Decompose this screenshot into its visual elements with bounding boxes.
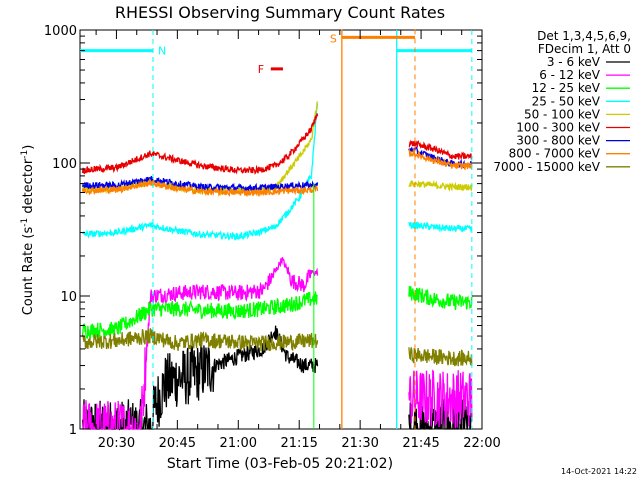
y-tick-label: 1 [69,423,77,438]
timestamp: 14-Oct-2021 14:22 [561,467,637,476]
saa-label: S [330,32,337,45]
y-axis-label: Count Rate (s-1 detector-1) [20,145,36,316]
series-line-7000to15000kev-seg2 [408,347,473,367]
legend-header-line2: FDecim 1, Att 0 [538,42,631,56]
series-line-50to100kev-seg1 [81,101,319,197]
x-tick-label: 21:15 [280,436,317,451]
chart-title: RHESSI Observing Summary Count Rates [115,3,445,22]
series-line-800to7000kev-seg2 [408,148,473,171]
legend-label-800to7000kev: 800 - 7000 keV [509,147,601,161]
series-line-6to12kev-seg2 [408,369,473,429]
series-line-7000to15000kev-seg1 [81,328,319,352]
series-line-12to25kev-seg1 [81,291,318,339]
x-tick-label: 22:00 [463,436,500,451]
x-tick-label: 20:30 [98,436,135,451]
series-line-25to50kev-seg2 [408,221,473,233]
series-line-12to25kev-seg2 [408,286,473,311]
legend-label-50to100kev: 50 - 100 keV [524,107,601,121]
series-line-25to50kev-seg1 [82,103,319,241]
legend-label-7000to15000kev: 7000 - 15000 keV [493,160,600,174]
y-axis-label-sup2: -1 [20,150,30,159]
legend-label-300to800kev: 300 - 800 keV [516,134,600,148]
x-axis-label: Start Time (03-Feb-05 20:21:02) [167,456,393,472]
series-line-100to300kev-seg2 [408,139,473,161]
series-line-6to12kev-seg1 [82,257,319,430]
x-tick-label: 21:30 [341,436,378,451]
y-axis-label-part2: detector [21,158,36,218]
series-line-50to100kev-seg2 [408,180,473,192]
y-tick-label: 100 [52,157,77,172]
y-tick-label: 1000 [44,24,77,39]
legend-label-6to12kev: 6 - 12 keV [539,68,601,82]
night-label: N [158,45,166,58]
x-tick-label: 21:45 [402,436,439,451]
legend-label-3to6kev: 3 - 6 keV [547,55,601,69]
x-tick-label: 20:45 [159,436,196,451]
series-line-100to300kev-seg1 [81,113,319,175]
y-axis-label-part1: Count Rate (s [21,227,36,316]
y-axis-label-part3: ) [21,145,36,150]
x-tick-label: 21:00 [220,436,257,451]
ticks-layer: 1 10 100 1000 20:30 20:45 21:00 21:15 21:30 21:45… [44,24,501,451]
series-layer [81,101,473,431]
legend-header-line1: Det 1,3,4,5,6,9, [537,29,631,43]
plot-frame [79,29,483,430]
legend-label-12to25kev: 12 - 25 keV [532,81,601,95]
annotation-layer: N S F [80,29,473,429]
flare-label: F [258,63,264,76]
y-tick-label: 10 [60,290,77,305]
y-axis-label-sup1: -1 [20,218,30,227]
series-line-800to7000kev-seg1 [81,178,319,198]
legend-label-100to300kev: 100 - 300 keV [516,121,600,135]
legend-label-25to50kev: 25 - 50 keV [532,94,601,108]
